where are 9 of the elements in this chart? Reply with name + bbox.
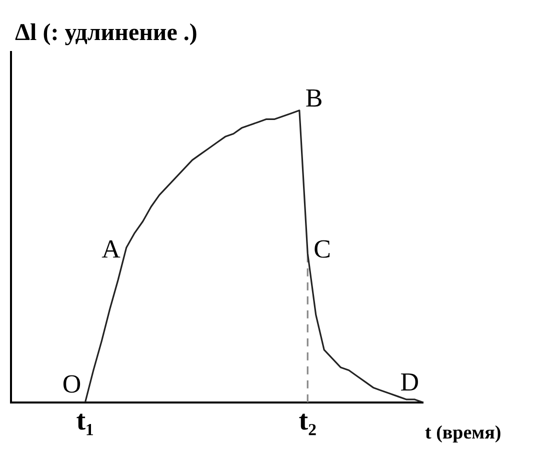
- annotation: C: [314, 234, 331, 264]
- annotation: A: [102, 234, 121, 264]
- annotation: B: [305, 83, 323, 112]
- x-tick-label: t₁: [76, 405, 94, 436]
- x-axis-title: t (время): [425, 422, 502, 444]
- annotation: D: [400, 367, 419, 396]
- x-tick-label: t₂: [298, 405, 316, 436]
- annotation: O: [62, 369, 82, 398]
- y-axis-title: Δl (: удлинение .): [15, 20, 198, 46]
